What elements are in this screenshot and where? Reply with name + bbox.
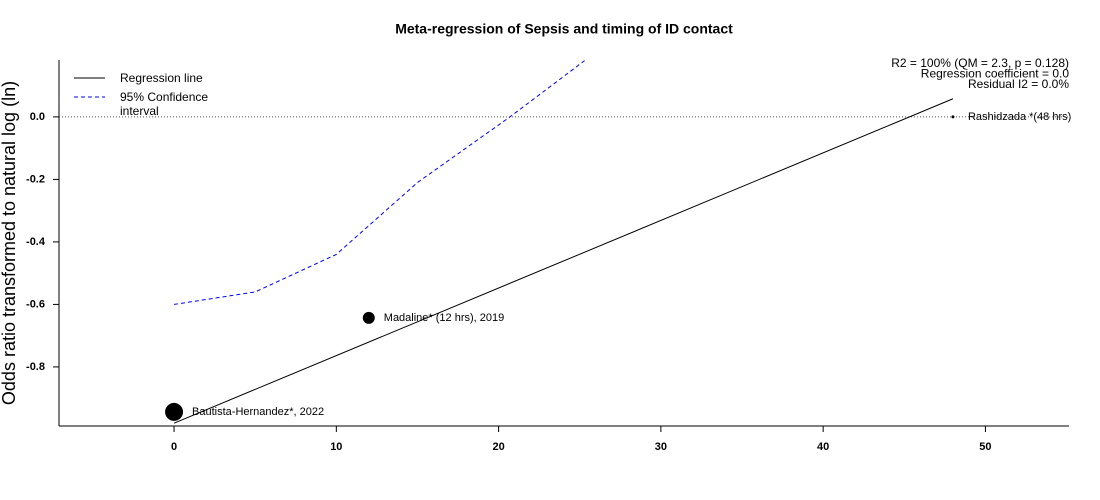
annotation: Regression coefficient = 0.0	[921, 67, 1070, 81]
legend-label: 95% Confidence interval	[120, 90, 209, 118]
x-tick-label: 0	[171, 441, 177, 453]
series-line	[173, 60, 585, 305]
series-line	[173, 98, 954, 424]
y-tick-label: 0.0	[30, 111, 45, 123]
x-tick-label: 10	[330, 441, 342, 453]
study-point	[165, 402, 184, 421]
point-label: Rashidzada *(48 hrs)	[968, 111, 1071, 123]
x-tick-label: 40	[817, 441, 829, 453]
y-tick-label: -0.4	[26, 236, 46, 248]
chart-title: Meta-regression of Sepsis and timing of …	[395, 21, 733, 37]
y-tick-label: -0.2	[26, 173, 45, 185]
annotation: Residual I2 = 0.0%	[968, 77, 1069, 91]
x-tick-label: 30	[655, 441, 667, 453]
legend-label: Regression line	[120, 71, 203, 85]
point-label: Madaline* (12 hrs), 2019	[384, 312, 504, 324]
annotation: R2 = 100% (QM = 2.3, p = 0.128)	[891, 56, 1069, 70]
x-tick-label: 50	[979, 441, 991, 453]
point-label: Bautista-Hernandez*, 2022	[192, 406, 324, 418]
y-axis-label: Odds ratio transformed to natural log (l…	[0, 81, 19, 405]
y-tick-label: -0.6	[26, 298, 45, 310]
y-tick-label: -0.8	[26, 361, 45, 373]
study-point	[951, 115, 955, 119]
study-point	[362, 311, 375, 324]
x-tick-label: 20	[492, 441, 504, 453]
